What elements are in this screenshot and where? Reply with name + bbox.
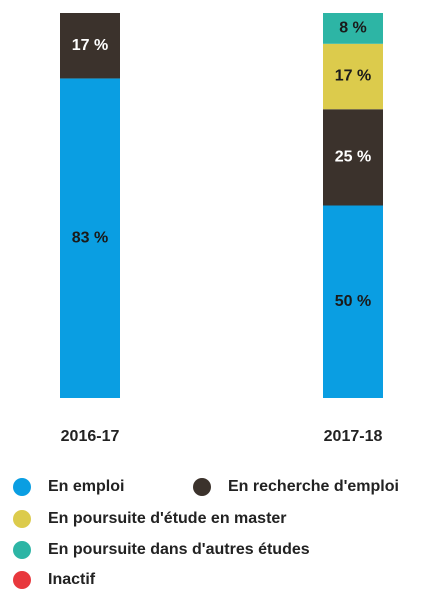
data-label: 8 % [339, 20, 367, 37]
legend-marker [13, 478, 31, 496]
x-tick-label: 2017-18 [324, 428, 383, 445]
bar-segment [323, 205, 383, 398]
legend-marker [13, 541, 31, 559]
data-label: 83 % [72, 229, 108, 246]
data-label: 17 % [335, 68, 371, 85]
data-label: 17 % [72, 37, 108, 54]
legend-label: En poursuite dans d'autres études [48, 541, 310, 558]
legend-label: Inactif [48, 571, 96, 588]
legend-marker [13, 571, 31, 589]
x-tick-label: 2016-17 [61, 428, 120, 445]
legend-label: En emploi [48, 478, 124, 495]
bar-segment [60, 13, 120, 79]
data-label: 50 % [335, 293, 371, 310]
legend-label: En poursuite d'étude en master [48, 510, 287, 527]
bar-segment [323, 43, 383, 110]
data-label: 25 % [335, 149, 371, 166]
bar-segment [323, 109, 383, 206]
bar-segment [60, 78, 120, 398]
legend-label: En recherche d'emploi [228, 478, 399, 495]
legend-marker [193, 478, 211, 496]
legend-marker [13, 510, 31, 528]
bar-segment [323, 13, 383, 44]
